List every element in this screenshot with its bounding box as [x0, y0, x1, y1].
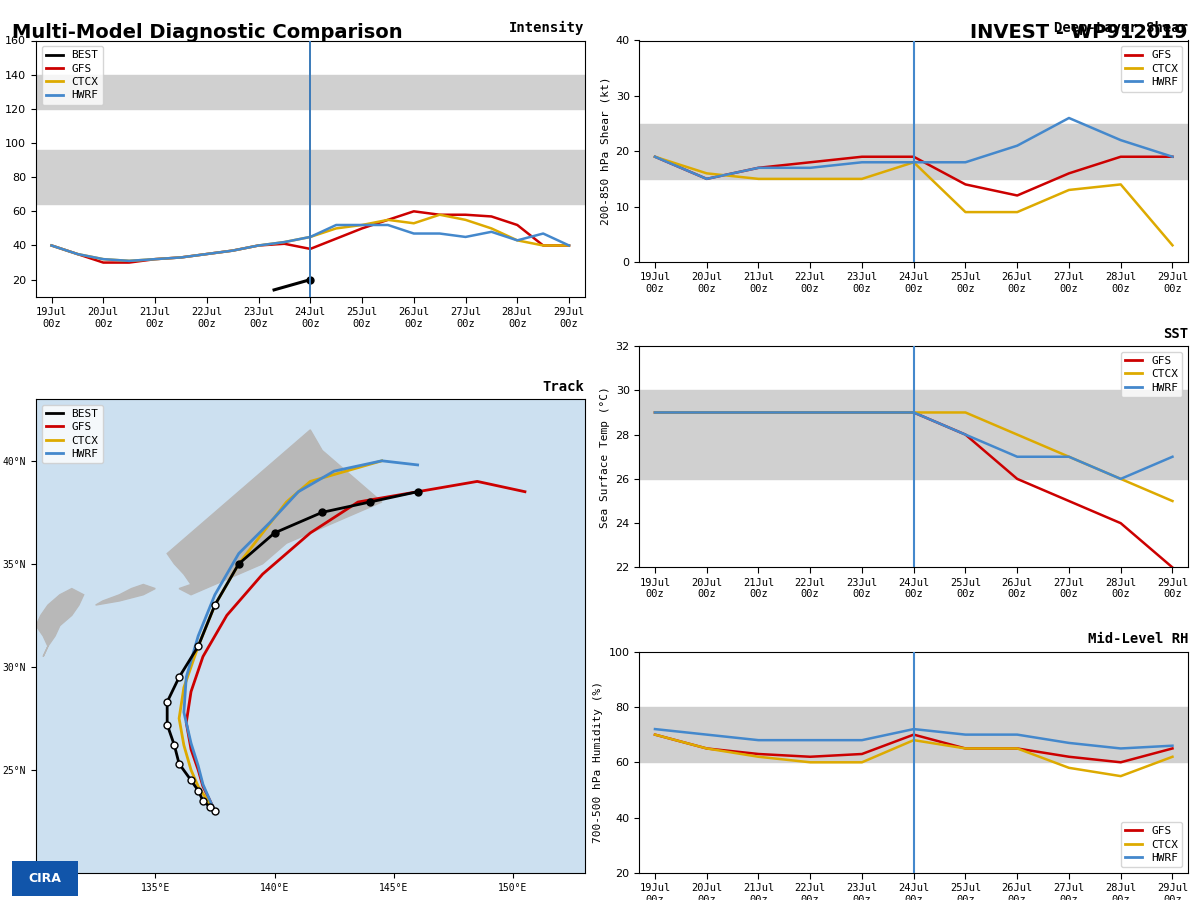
Text: Mid-Level RH: Mid-Level RH: [1087, 633, 1188, 646]
Y-axis label: 700-500 hPa Humidity (%): 700-500 hPa Humidity (%): [593, 681, 604, 843]
Legend: GFS, CTCX, HWRF: GFS, CTCX, HWRF: [1121, 352, 1182, 397]
Y-axis label: 200-850 hPa Shear (kt): 200-850 hPa Shear (kt): [600, 77, 610, 226]
Text: Deep-Layer Shear: Deep-Layer Shear: [1054, 22, 1188, 35]
Text: Intensity: Intensity: [509, 21, 584, 35]
Polygon shape: [167, 430, 382, 595]
Legend: GFS, CTCX, HWRF: GFS, CTCX, HWRF: [1121, 822, 1182, 868]
Legend: BEST, GFS, CTCX, HWRF: BEST, GFS, CTCX, HWRF: [42, 46, 103, 105]
Bar: [640, 391, 1188, 479]
Text: CIRA: CIRA: [29, 872, 61, 885]
Y-axis label: Sea Surface Temp (°C): Sea Surface Temp (°C): [600, 386, 610, 527]
Bar: [640, 123, 1188, 179]
Text: SST: SST: [1163, 327, 1188, 341]
Bar: [36, 75, 584, 109]
Bar: [640, 706, 1188, 762]
Text: Multi-Model Diagnostic Comparison: Multi-Model Diagnostic Comparison: [12, 22, 403, 41]
Polygon shape: [96, 584, 155, 605]
Text: Track: Track: [542, 380, 584, 393]
Legend: GFS, CTCX, HWRF: GFS, CTCX, HWRF: [1121, 46, 1182, 92]
Text: INVEST - WP912019: INVEST - WP912019: [971, 22, 1188, 41]
Bar: [36, 149, 584, 204]
Polygon shape: [36, 589, 84, 657]
Point: [301, 273, 320, 287]
Legend: BEST, GFS, CTCX, HWRF: BEST, GFS, CTCX, HWRF: [42, 404, 103, 464]
